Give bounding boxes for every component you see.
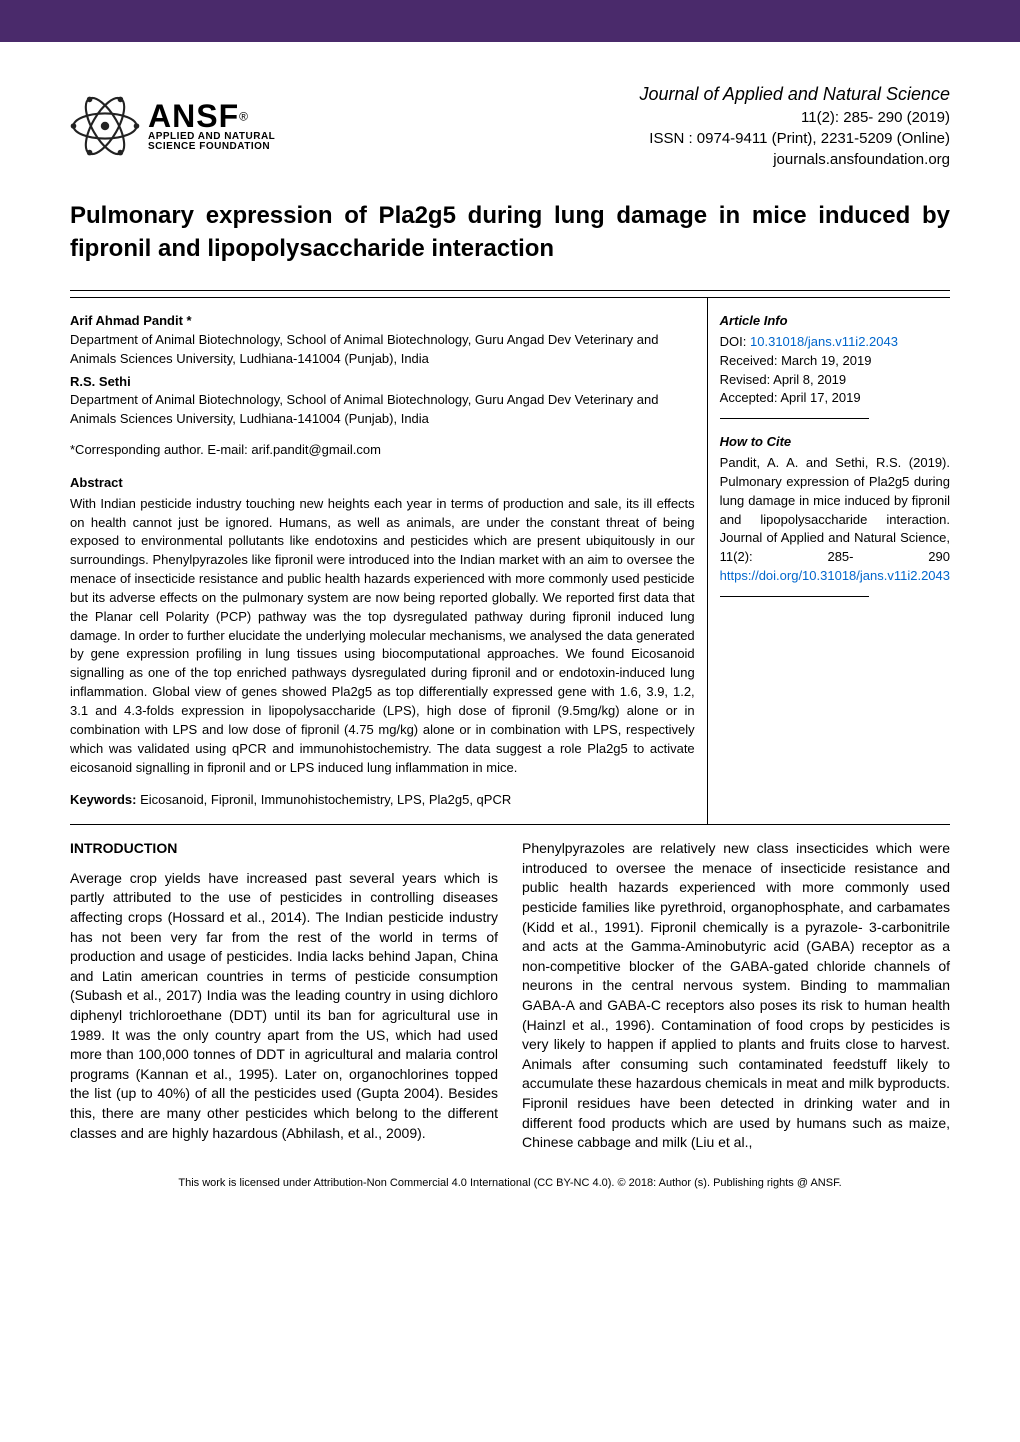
body-text-right: Phenylpyrazoles are relatively new class… <box>522 839 950 1153</box>
meta-grid: Arif Ahmad Pandit * Department of Animal… <box>70 298 950 825</box>
atom-icon <box>70 91 140 161</box>
logo-text-block: ANSF® APPLIED AND NATURAL SCIENCE FOUNDA… <box>148 100 275 152</box>
keywords-line: Keywords: Eicosanoid, Fipronil, Immunohi… <box>70 791 695 810</box>
top-purple-bar <box>0 0 1020 42</box>
journal-meta: Journal of Applied and Natural Science 1… <box>295 82 950 170</box>
info-divider <box>720 596 870 597</box>
author-affiliation: Department of Animal Biotechnology, Scho… <box>70 331 695 369</box>
page-content: ANSF® APPLIED AND NATURAL SCIENCE FOUNDA… <box>0 42 1020 1209</box>
doi-line: DOI: 10.31018/jans.v11i2.2043 <box>720 333 950 352</box>
author-affiliation: Department of Animal Biotechnology, Scho… <box>70 391 695 429</box>
body-text-left: Average crop yields have increased past … <box>70 869 498 1143</box>
journal-issue: 11(2): 285- 290 (2019) <box>295 107 950 128</box>
how-to-cite-heading: How to Cite <box>720 433 950 452</box>
meta-left-column: Arif Ahmad Pandit * Department of Animal… <box>70 298 708 824</box>
citation-text: Pandit, A. A. and Sethi, R.S. (2019). Pu… <box>720 454 950 586</box>
doi-link[interactable]: 10.31018/jans.v11i2.2043 <box>750 334 898 349</box>
info-divider <box>720 418 870 419</box>
abstract-text: With Indian pesticide industry touching … <box>70 495 695 778</box>
article-info-heading: Article Info <box>720 312 950 331</box>
body-column-left: INTRODUCTION Average crop yields have in… <box>70 839 498 1153</box>
revised-date: Revised: April 8, 2019 <box>720 371 950 390</box>
keywords-text: Eicosanoid, Fipronil, Immunohistochemist… <box>136 792 511 807</box>
journal-issn: ISSN : 0974-9411 (Print), 2231-5209 (Onl… <box>295 128 950 149</box>
accepted-date: Accepted: April 17, 2019 <box>720 389 950 408</box>
license-footer: This work is licensed under Attribution-… <box>70 1177 950 1189</box>
citation-doi-link-2[interactable]: jans.v11i2.2043 <box>860 568 950 583</box>
citation-body: Pandit, A. A. and Sethi, R.S. (2019). Pu… <box>720 455 950 564</box>
body-columns: INTRODUCTION Average crop yields have in… <box>70 839 950 1153</box>
author-name: R.S. Sethi <box>70 373 695 392</box>
body-column-right: Phenylpyrazoles are relatively new class… <box>522 839 950 1153</box>
registered-mark: ® <box>239 110 248 124</box>
rule-top-thick <box>70 290 950 291</box>
journal-url: journals.ansfoundation.org <box>295 149 950 170</box>
title-block: Pulmonary expression of Pla2g5 during lu… <box>70 200 950 265</box>
logo-acronym: ANSF <box>148 98 239 134</box>
doi-label: DOI: <box>720 334 750 349</box>
author-block: Arif Ahmad Pandit * Department of Animal… <box>70 312 695 369</box>
ansf-logo: ANSF® APPLIED AND NATURAL SCIENCE FOUNDA… <box>70 91 275 161</box>
citation-doi-link-1[interactable]: https://doi.org/10.31018/ <box>720 568 860 583</box>
abstract-heading: Abstract <box>70 474 695 493</box>
introduction-heading: INTRODUCTION <box>70 839 498 859</box>
keywords-label: Keywords: <box>70 792 136 807</box>
author-name: Arif Ahmad Pandit * <box>70 312 695 331</box>
journal-name: Journal of Applied and Natural Science <box>295 82 950 107</box>
received-date: Received: March 19, 2019 <box>720 352 950 371</box>
header-row: ANSF® APPLIED AND NATURAL SCIENCE FOUNDA… <box>70 82 950 170</box>
meta-right-column: Article Info DOI: 10.31018/jans.v11i2.20… <box>708 298 950 824</box>
author-block: R.S. Sethi Department of Animal Biotechn… <box>70 373 695 430</box>
corresponding-author: *Corresponding author. E-mail: arif.pand… <box>70 441 695 460</box>
article-title: Pulmonary expression of Pla2g5 during lu… <box>70 200 950 265</box>
logo-subline-2: SCIENCE FOUNDATION <box>148 142 275 152</box>
